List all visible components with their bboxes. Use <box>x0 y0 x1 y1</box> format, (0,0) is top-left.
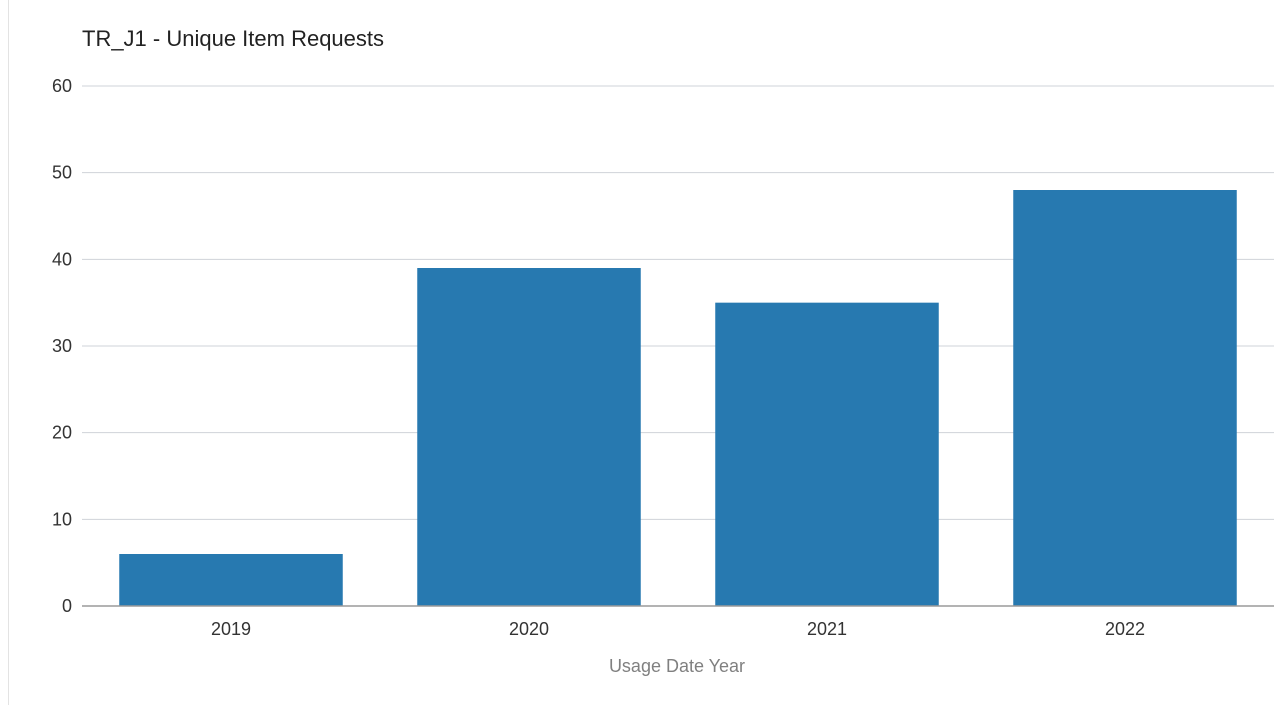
y-tick-label: 60 <box>52 76 72 96</box>
y-tick-label: 30 <box>52 336 72 356</box>
y-tick-label: 10 <box>52 509 72 529</box>
x-tick-label: 2019 <box>211 619 251 639</box>
left-border-rule <box>8 0 9 705</box>
x-tick-label: 2022 <box>1105 619 1145 639</box>
y-tick-label: 20 <box>52 423 72 443</box>
x-axis-title: Usage Date Year <box>608 656 746 676</box>
chart-title: TR_J1 - Unique Item Requests <box>82 26 385 51</box>
x-tick-label: 2020 <box>509 619 549 639</box>
bar-2019 <box>119 554 343 606</box>
x-tick-label: 2021 <box>807 619 847 639</box>
y-tick-label: 0 <box>62 596 72 616</box>
tick-labels: 0 10 20 30 40 50 60 2019 2020 2021 2022 <box>52 76 1145 639</box>
y-tick-label: 40 <box>52 249 72 269</box>
bars <box>119 190 1237 606</box>
bar-2020 <box>417 268 641 606</box>
bar-2021 <box>715 302 939 606</box>
y-tick-label: 50 <box>52 163 72 183</box>
bar-2022 <box>1013 190 1237 606</box>
